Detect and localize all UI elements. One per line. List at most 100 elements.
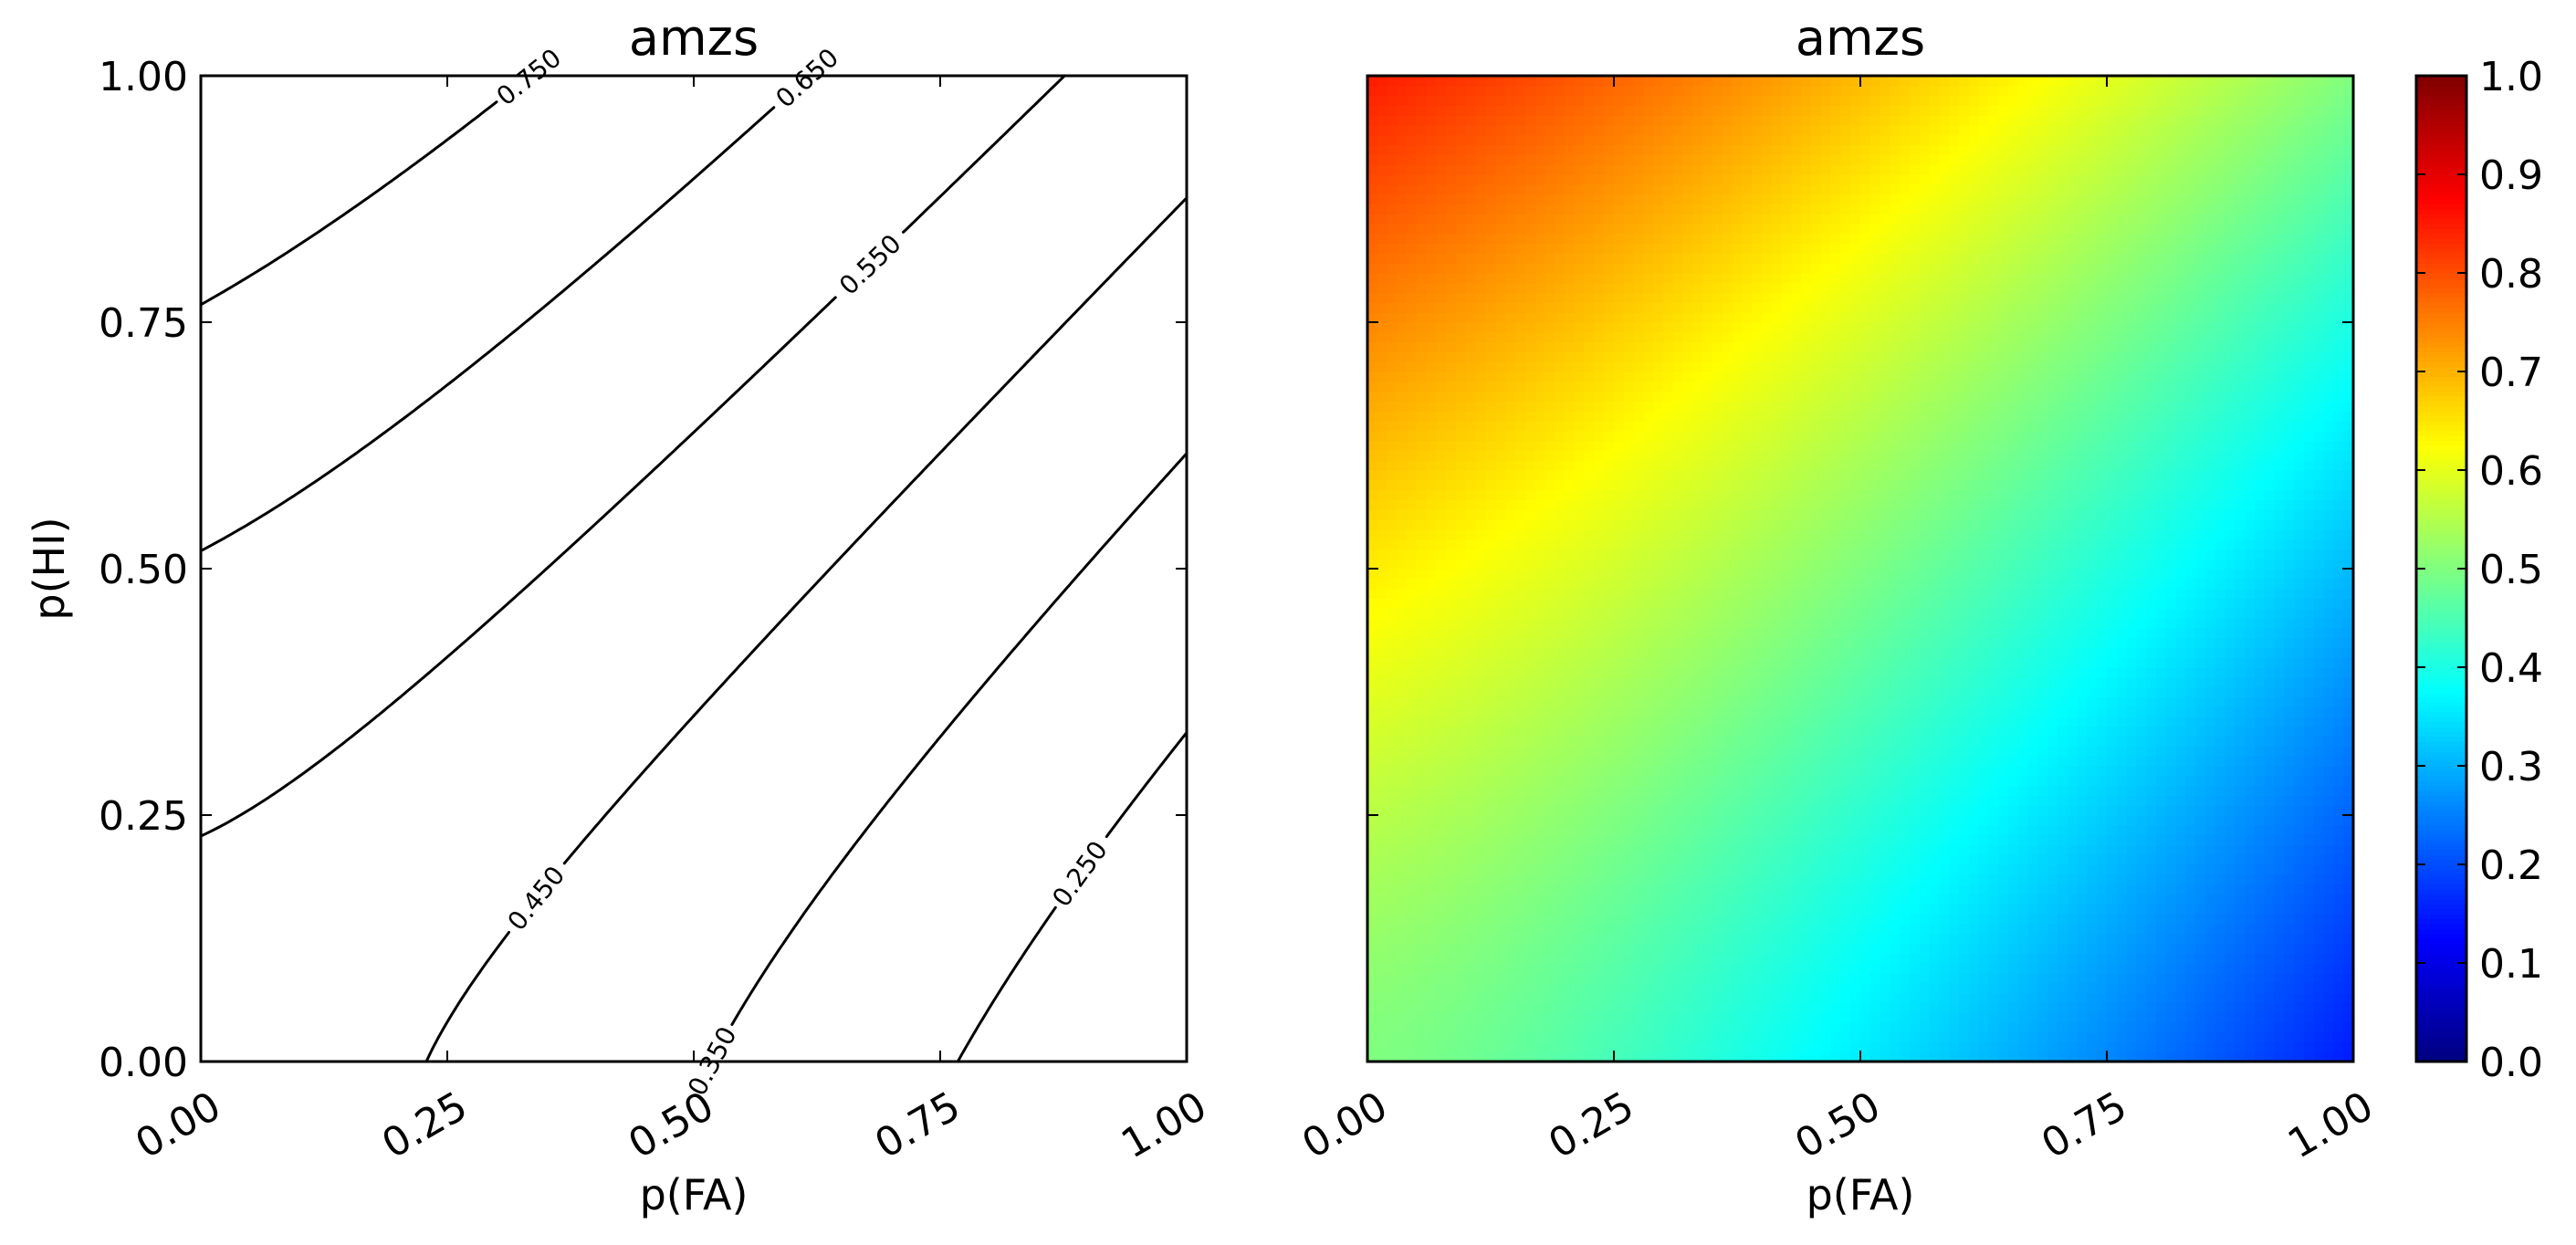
heatmap-cell <box>1840 1012 1850 1022</box>
heatmap-cell <box>1377 392 1387 402</box>
heatmap-cell <box>1653 943 1663 953</box>
heatmap-cell <box>1515 135 1525 145</box>
heatmap-cell <box>1377 490 1387 500</box>
heatmap-cell <box>1585 904 1595 914</box>
heatmap-cell <box>1575 470 1585 480</box>
heatmap-cell <box>1446 509 1456 519</box>
heatmap-cell <box>1821 746 1831 756</box>
heatmap-cell <box>1486 214 1496 224</box>
heatmap-cell <box>1821 135 1831 145</box>
heatmap-cell <box>1367 983 1377 993</box>
heatmap-cell <box>1762 460 1772 470</box>
heatmap-cell <box>1575 549 1585 559</box>
heatmap-cell <box>1427 805 1437 815</box>
heatmap-cell <box>1387 125 1398 135</box>
heatmap-cell <box>1663 549 1673 559</box>
heatmap-cell <box>1604 737 1614 747</box>
heatmap-cell <box>1742 529 1752 539</box>
heatmap-cell <box>1387 934 1398 944</box>
heatmap-cell <box>1692 953 1702 963</box>
heatmap-cell <box>1377 844 1387 854</box>
heatmap-cell <box>1811 854 1821 864</box>
heatmap-cell <box>1643 115 1653 125</box>
heatmap-cell <box>1723 973 1733 983</box>
heatmap-cell <box>1466 194 1476 204</box>
heatmap-cell <box>1712 647 1723 657</box>
heatmap-cell <box>1456 371 1466 382</box>
heatmap-cell <box>1673 1032 1683 1042</box>
heatmap-cell <box>1653 618 1663 628</box>
heatmap-cell <box>1486 943 1496 953</box>
heatmap-cell <box>1723 687 1733 697</box>
heatmap-cell <box>1643 460 1653 470</box>
heatmap-cell <box>1505 125 1515 135</box>
heatmap-cell <box>1437 332 1447 342</box>
heatmap-cell <box>1673 1041 1683 1051</box>
heatmap-cell <box>1466 105 1476 115</box>
heatmap-cell <box>1476 224 1486 234</box>
heatmap-cell <box>1495 647 1505 657</box>
heatmap-cell <box>1614 647 1624 657</box>
heatmap-cell <box>1427 786 1437 796</box>
heatmap-cell <box>1456 86 1466 96</box>
heatmap-cell <box>1456 184 1466 194</box>
heatmap-cell <box>1821 1032 1831 1042</box>
heatmap-cell <box>1801 519 1811 529</box>
heatmap-cell <box>1801 490 1811 500</box>
heatmap-cell <box>1495 1041 1505 1051</box>
heatmap-cell <box>1545 884 1555 895</box>
heatmap-cell <box>1811 706 1821 717</box>
heatmap-cell <box>1663 421 1673 431</box>
heatmap-cell <box>1801 963 1811 973</box>
heatmap-cell <box>1505 312 1515 322</box>
heatmap-cell <box>1446 253 1456 263</box>
heatmap-cell <box>1723 441 1733 451</box>
heatmap-cell <box>1427 96 1437 106</box>
heatmap-cell <box>1692 361 1702 371</box>
heatmap-cell <box>1840 401 1850 411</box>
heatmap-cell <box>1840 470 1850 480</box>
heatmap-cell <box>1772 164 1782 174</box>
heatmap-cell <box>1565 244 1575 254</box>
heatmap-cell <box>1545 727 1555 737</box>
heatmap-cell <box>1367 421 1377 431</box>
heatmap-cell <box>1407 145 1417 155</box>
heatmap-cell <box>1791 953 1801 963</box>
heatmap-cell <box>1367 579 1377 589</box>
heatmap-cell <box>1446 135 1456 145</box>
heatmap-cell <box>1387 559 1398 569</box>
heatmap-cell <box>1702 76 1712 86</box>
heatmap-cell <box>1417 1012 1427 1022</box>
heatmap-cell <box>1486 371 1496 382</box>
heatmap-cell <box>1614 194 1624 204</box>
heatmap-cell <box>1515 499 1525 509</box>
heatmap-cell <box>1427 973 1437 983</box>
heatmap-cell <box>1782 786 1792 796</box>
heatmap-cell <box>1653 924 1663 934</box>
heatmap-cell <box>1742 519 1752 529</box>
heatmap-cell <box>1427 608 1437 618</box>
heatmap-cell <box>1476 874 1486 884</box>
heatmap-cell <box>1723 253 1733 263</box>
heatmap-cell <box>1634 1012 1644 1022</box>
heatmap-cell <box>1782 805 1792 815</box>
heatmap-cell <box>1782 194 1792 204</box>
heatmap-cell <box>1585 322 1595 332</box>
heatmap-cell <box>1692 854 1702 864</box>
heatmap-cell <box>1811 647 1821 657</box>
heatmap-cell <box>1476 589 1486 599</box>
heatmap-cell <box>1437 184 1447 194</box>
heatmap-cell <box>1733 657 1743 667</box>
heatmap-cell <box>1486 992 1496 1002</box>
heatmap-cell <box>1624 450 1634 460</box>
heatmap-cell <box>1456 332 1466 342</box>
heatmap-cell <box>1535 529 1545 539</box>
heatmap-cell <box>1791 96 1801 106</box>
heatmap-cell <box>1742 86 1752 96</box>
heatmap-cell <box>1772 657 1782 667</box>
heatmap-cell <box>1752 263 1762 273</box>
heatmap-cell <box>1387 539 1398 549</box>
heatmap-cell <box>1555 470 1565 480</box>
heatmap-cell <box>1417 894 1427 904</box>
heatmap-cell <box>1821 342 1831 352</box>
